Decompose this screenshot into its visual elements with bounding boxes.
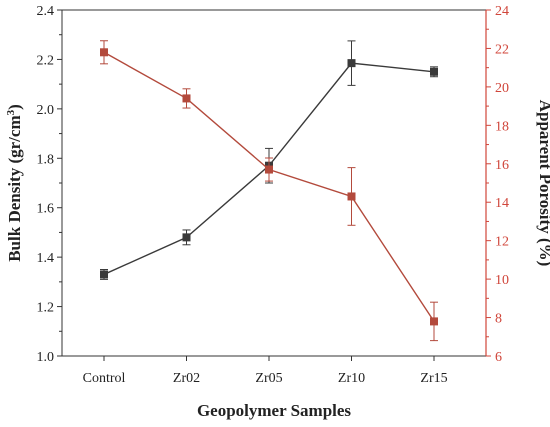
right-tick-label: 24 <box>495 4 509 19</box>
right-tick-label: 16 <box>495 158 509 173</box>
right-tick-label: 14 <box>495 196 509 211</box>
left-tick-label: 2.2 <box>37 53 55 68</box>
right-axis-title: Apparent Porosity (%) <box>536 100 550 267</box>
right-tick-label: 8 <box>495 312 502 327</box>
x-tick-label: Zr02 <box>173 371 200 386</box>
series-line <box>103 51 435 322</box>
right-axis-ticks: 6 8 10 12 14 16 18 20 22 24 <box>486 4 509 365</box>
data-point <box>100 48 108 57</box>
left-tick-label: 1.8 <box>37 152 55 167</box>
data-point <box>347 192 356 201</box>
left-tick-label: 1.2 <box>37 301 55 316</box>
right-tick-label: 10 <box>495 273 509 288</box>
data-point <box>430 317 438 326</box>
right-tick-label: 22 <box>495 42 509 57</box>
data-point <box>347 59 356 68</box>
series-layer <box>100 40 438 342</box>
data-point <box>182 233 191 242</box>
right-tick-label: 6 <box>495 350 502 365</box>
right-tick-label: 20 <box>495 81 509 96</box>
left-axis-title-sup: 3 <box>5 109 17 115</box>
left-axis-title-main: Bulk Density (gr/cm <box>5 115 24 261</box>
x-tick-label: Control <box>83 371 126 386</box>
data-point <box>265 165 273 174</box>
x-tick-label: Zr05 <box>255 371 282 386</box>
left-axis-title-end: ) <box>5 104 24 110</box>
data-point <box>182 94 191 103</box>
left-tick-label: 1.4 <box>37 251 55 266</box>
data-point <box>430 67 438 76</box>
right-tick-label: 18 <box>495 119 509 134</box>
left-tick-label: 1.6 <box>37 202 55 217</box>
x-tick-label: Zr10 <box>338 371 365 386</box>
left-tick-label: 1.0 <box>37 350 55 365</box>
left-tick-label: 2.0 <box>37 103 55 118</box>
x-axis-title: Geopolymer Samples <box>197 401 351 420</box>
left-tick-label: 2.4 <box>37 4 55 19</box>
series-2 <box>100 40 438 342</box>
right-tick-label: 12 <box>495 235 509 250</box>
data-point <box>100 270 108 279</box>
left-axis-title: Bulk Density (gr/cm3) <box>5 104 24 262</box>
x-axis-ticks: Control Zr02 Zr05 Zr10 Zr15 <box>83 356 448 386</box>
x-tick-label: Zr15 <box>420 371 447 386</box>
left-axis-ticks: 1.0 1.2 1.4 1.6 1.8 2.0 2.2 2.4 <box>37 4 62 365</box>
